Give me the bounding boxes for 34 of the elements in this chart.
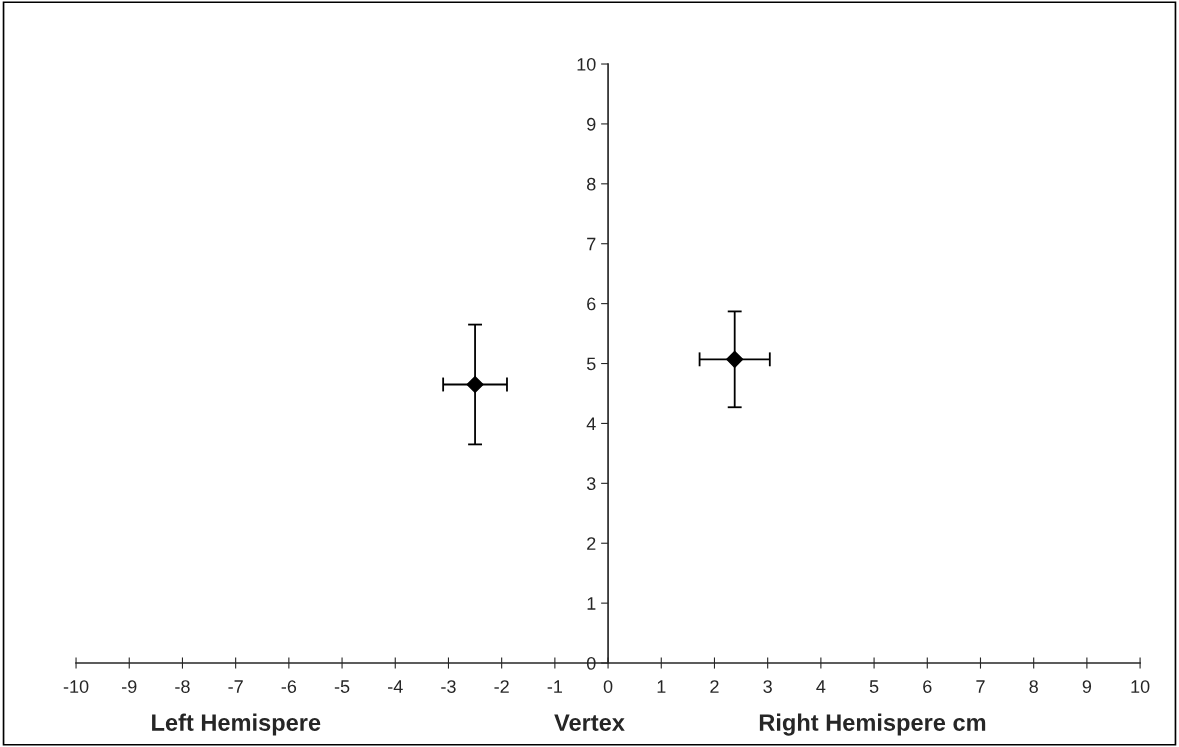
- x-tick-label: 6: [923, 680, 932, 693]
- x-tick-label: 9: [1082, 680, 1092, 693]
- text: Vertex: [554, 714, 625, 731]
- x-tick-label: -9: [122, 680, 137, 693]
- x-tick-label: 7: [976, 680, 985, 693]
- text: Left Hemispere: [152, 713, 321, 736]
- x-tick-label: -10: [63, 680, 89, 693]
- y-tick-label: 3: [586, 477, 596, 491]
- y-tick-label: 1: [587, 597, 596, 610]
- x-tick-label: 0: [603, 680, 613, 693]
- x-tick-label: -8: [175, 680, 190, 693]
- x-tick-label: -1: [547, 680, 563, 693]
- x-tick-label: -5: [334, 680, 350, 693]
- x-tick-label: 4: [816, 680, 826, 693]
- x-tick-label: -6: [281, 680, 297, 693]
- x-tick-label: 8: [1029, 680, 1038, 693]
- x-tick-label: -2: [494, 680, 509, 693]
- y-tick-label: 8: [587, 177, 596, 191]
- x-tick-label: 3: [763, 680, 772, 693]
- y-tick-label: 4: [586, 417, 596, 430]
- y-tick-label: 5: [586, 357, 596, 371]
- y-tick-label: 6: [587, 297, 596, 311]
- x-tick-label: -3: [441, 680, 456, 693]
- x-tick-label: 5: [869, 680, 879, 693]
- x-tick-label: 10: [1131, 680, 1150, 693]
- y-tick-label: 9: [587, 117, 596, 131]
- x-tick-label: 1: [657, 680, 666, 693]
- x-tick-label: -7: [228, 680, 243, 693]
- x-tick-label: -4: [388, 680, 403, 693]
- x-tick-label: 2: [710, 680, 719, 693]
- y-tick-label: 7: [587, 237, 596, 251]
- y-tick-label: 10: [577, 57, 596, 71]
- y-tick-label: 2: [587, 537, 596, 550]
- text: Right Hemispere cm: [759, 713, 986, 736]
